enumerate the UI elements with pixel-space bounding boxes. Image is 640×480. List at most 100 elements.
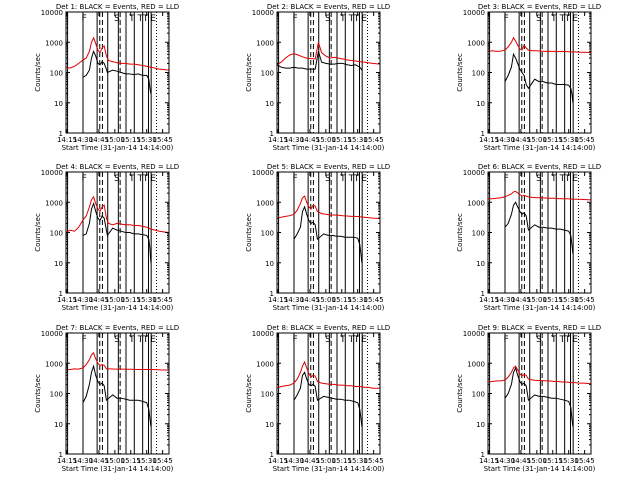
panel-title: Det 5: BLACK = Events, RED = LLD <box>267 163 390 171</box>
x-axis-label: Start Time (31-Jan-14 14:14:00) <box>273 465 385 473</box>
marker-letter: S <box>536 174 542 184</box>
x-tick-label: 14:45 <box>511 457 531 465</box>
marker-letter: E <box>150 335 156 345</box>
x-tick-label: 15:00 <box>527 296 547 304</box>
panel-title: Det 4: BLACK = Events, RED = LLD <box>56 163 179 171</box>
y-axis-label: Counts/sec <box>456 213 464 252</box>
marker-letter: E <box>361 174 367 184</box>
marker-letter: F <box>503 174 508 184</box>
x-tick-label: 15:15 <box>332 296 352 304</box>
x-tick-label: 15:45 <box>153 296 173 304</box>
y-tick-label: 100 <box>472 70 485 78</box>
x-tick-label: 15:15 <box>543 296 563 304</box>
marker-letter: S <box>114 174 120 184</box>
marker-letter: S <box>325 14 331 24</box>
marker-letter: T <box>142 174 149 184</box>
y-tick-label: 10000 <box>41 330 63 338</box>
y-axis-label: Counts/sec <box>245 213 253 252</box>
y-tick-label: 1000 <box>256 199 274 207</box>
y-tick-label: 1 <box>270 290 274 298</box>
x-tick-label: 15:00 <box>105 457 125 465</box>
marker-letter: S <box>536 14 542 24</box>
x-tick-label: 14:45 <box>300 136 320 144</box>
events-series <box>277 51 363 71</box>
lld-series <box>277 42 380 66</box>
y-tick-label: 100 <box>50 70 63 78</box>
detector-panel-5: 1 10 100 1000 10000 14:1514:3014:4515:0015:15… <box>245 163 390 312</box>
x-tick-label: 15:00 <box>316 296 336 304</box>
y-tick-label: 1000 <box>467 199 485 207</box>
x-tick-label: 14:45 <box>89 296 109 304</box>
y-tick-label: 100 <box>472 230 485 238</box>
y-tick-label: 1 <box>59 451 63 459</box>
event-markers <box>278 12 368 133</box>
x-tick-label: 15:30 <box>348 136 368 144</box>
marker-letter: F <box>81 174 86 184</box>
x-tick-label: 15:45 <box>575 457 595 465</box>
x-tick-label: 14:15 <box>268 457 288 465</box>
marker-letter: S <box>536 335 542 345</box>
event-markers <box>67 333 157 454</box>
plot-frame <box>487 11 592 134</box>
y-tick-label: 1 <box>481 451 485 459</box>
y-tick-label: 10 <box>265 421 274 429</box>
plot-frame <box>65 11 170 134</box>
marker-letter: T <box>559 335 566 345</box>
x-tick-label: 15:45 <box>575 136 595 144</box>
x-tick-label: 14:30 <box>495 296 515 304</box>
events-series <box>82 50 152 94</box>
y-axis-label: Counts/sec <box>456 374 464 413</box>
y-tick-label: 1 <box>270 130 274 138</box>
marker-letter: T <box>550 174 557 184</box>
marker-letter: E <box>572 14 578 24</box>
detector-panel-3: 1 10 100 1000 10000 14:1514:3014:4515:0015:15… <box>456 3 601 152</box>
x-tick-label: 14:45 <box>511 296 531 304</box>
event-markers <box>489 172 579 293</box>
x-tick-label: 15:15 <box>121 457 141 465</box>
y-tick-label: 10000 <box>41 9 63 17</box>
detector-panel-7: 1 10 100 1000 10000 14:1514:3014:4515:0015:15… <box>34 324 179 473</box>
marker-letter: F <box>503 335 508 345</box>
x-axis-label: Start Time (31-Jan-14 14:14:00) <box>484 465 596 473</box>
event-markers <box>278 333 368 454</box>
events-series <box>504 52 574 103</box>
marker-letter: F <box>292 174 297 184</box>
event-markers <box>67 172 157 293</box>
y-tick-label: 10000 <box>252 169 274 177</box>
x-tick-label: 15:30 <box>559 296 579 304</box>
x-tick-label: 14:30 <box>495 457 515 465</box>
marker-letter: F <box>81 335 86 345</box>
marker-letter: T <box>564 14 571 24</box>
x-tick-label: 14:45 <box>511 136 531 144</box>
lld-series <box>277 195 380 219</box>
x-tick-label: 15:30 <box>137 296 157 304</box>
detector-panel-9: 1 10 100 1000 10000 14:1514:3014:4515:0015:15… <box>456 324 601 473</box>
y-tick-label: 1000 <box>467 360 485 368</box>
x-tick-label: 15:15 <box>121 136 141 144</box>
y-tick-label: 10 <box>54 260 63 268</box>
detector-panel-1: 1 10 100 1000 10000 14:1514:3014:4515:0015:15… <box>34 3 179 152</box>
marker-letter: T <box>137 174 144 184</box>
x-tick-label: 15:30 <box>348 457 368 465</box>
marker-letter: T <box>142 14 149 24</box>
marker-letter: E <box>572 335 578 345</box>
x-axis-label: Start Time (31-Jan-14 14:14:00) <box>273 304 385 312</box>
x-tick-label: 14:30 <box>284 296 304 304</box>
plot-frame <box>487 332 592 455</box>
marker-letter: T <box>137 335 144 345</box>
marker-letter: T <box>348 174 355 184</box>
x-tick-label: 14:15 <box>57 457 77 465</box>
marker-letter: T <box>128 174 135 184</box>
x-tick-label: 14:15 <box>479 296 499 304</box>
marker-letter: F <box>292 335 297 345</box>
y-tick-label: 1 <box>270 451 274 459</box>
panel-title: Det 3: BLACK = Events, RED = LLD <box>478 3 601 11</box>
x-axis-label: Start Time (31-Jan-14 14:14:00) <box>484 304 596 312</box>
plot-frame <box>276 11 381 134</box>
x-tick-label: 15:45 <box>364 296 384 304</box>
y-tick-label: 100 <box>472 391 485 399</box>
marker-letter: T <box>550 14 557 24</box>
marker-letter: T <box>339 335 346 345</box>
y-tick-label: 1000 <box>256 360 274 368</box>
x-axis-label: Start Time (31-Jan-14 14:14:00) <box>62 144 174 152</box>
